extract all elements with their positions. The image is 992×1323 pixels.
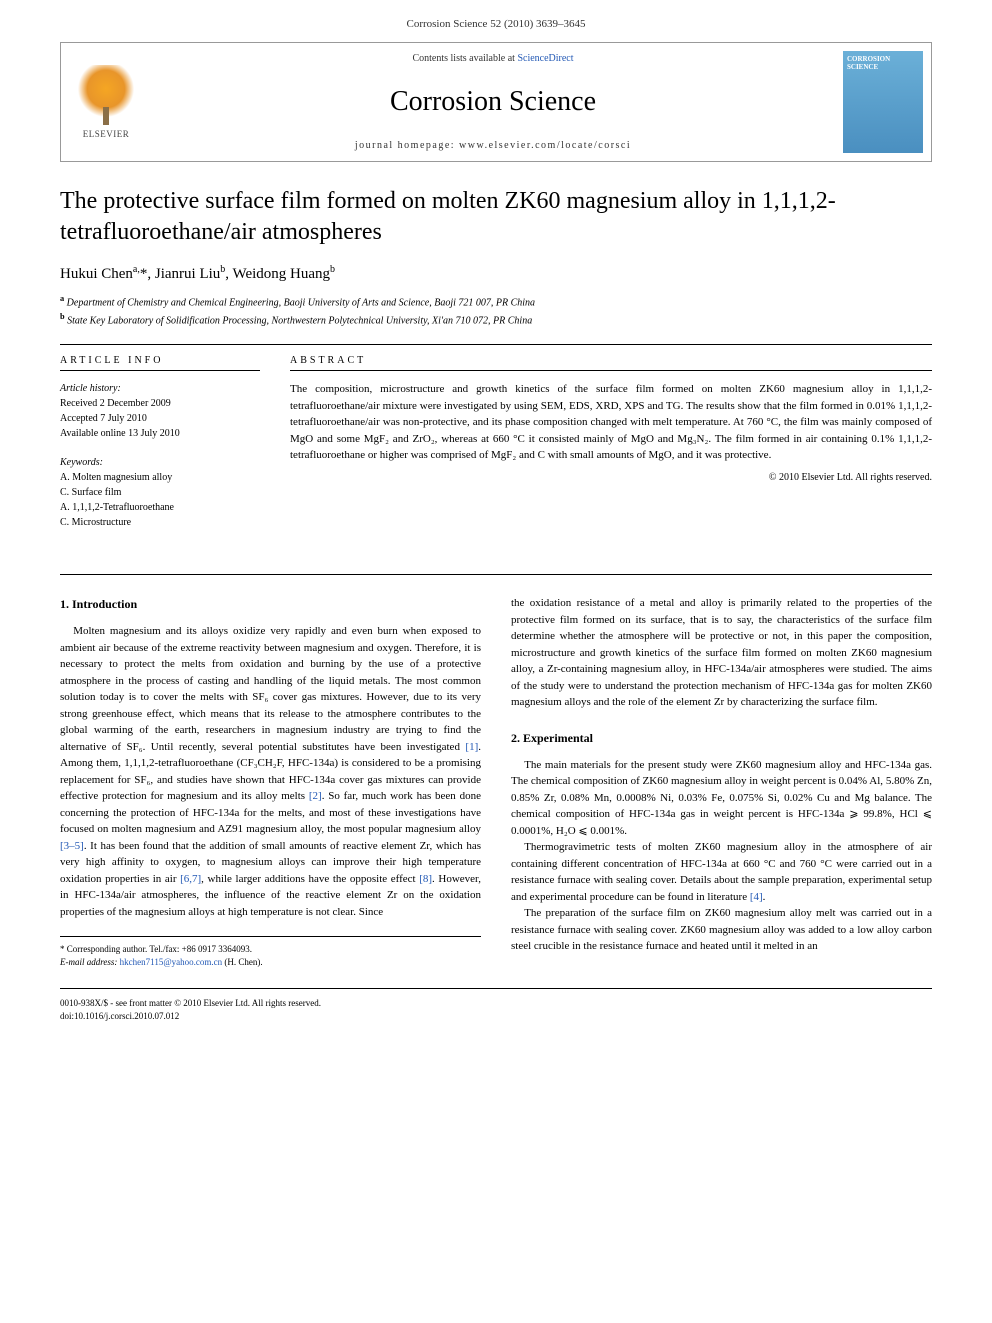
corr-email-after: (H. Chen). xyxy=(222,957,263,967)
journal-homepage: journal homepage: www.elsevier.com/locat… xyxy=(171,140,815,151)
ref-link[interactable]: [8] xyxy=(419,873,432,885)
ref-link[interactable]: [2] xyxy=(309,790,322,802)
ref-link[interactable]: [1] xyxy=(465,741,478,753)
journal-header-box: ELSEVIER Contents lists available at Sci… xyxy=(60,42,932,162)
citation-header: Corrosion Science 52 (2010) 3639–3645 xyxy=(0,0,992,42)
section-2-heading: 2. Experimental xyxy=(511,729,932,747)
contents-pre: Contents lists available at xyxy=(412,53,517,64)
body-paragraph: Thermogravimetric tests of molten ZK60 m… xyxy=(511,839,932,905)
affiliation-line: a Department of Chemistry and Chemical E… xyxy=(60,293,932,310)
body-paragraph: The main materials for the present study… xyxy=(511,757,932,840)
body-paragraph: the oxidation resistance of a metal and … xyxy=(511,595,932,711)
corr-line1: Corresponding author. Tel./fax: +86 0917… xyxy=(67,944,252,954)
body-paragraph: Molten magnesium and its alloys oxidize … xyxy=(60,623,481,920)
abstract-heading: ABSTRACT xyxy=(290,355,932,371)
article-info-column: ARTICLE INFO Article history: Received 2… xyxy=(60,355,260,544)
contents-line: Contents lists available at ScienceDirec… xyxy=(171,53,815,64)
keywords-label: Keywords: xyxy=(60,455,260,470)
sciencedirect-link[interactable]: ScienceDirect xyxy=(517,53,573,64)
footer-copyright: 0010-938X/$ - see front matter © 2010 El… xyxy=(60,997,932,1010)
keyword: A. Molten magnesium alloy xyxy=(60,470,260,485)
header-center: Contents lists available at ScienceDirec… xyxy=(151,43,835,161)
corresponding-author-footnote: * Corresponding author. Tel./fax: +86 09… xyxy=(60,936,481,968)
section-1-heading: 1. Introduction xyxy=(60,595,481,613)
ref-link[interactable]: [3–5] xyxy=(60,840,84,852)
keyword: C. Surface film xyxy=(60,485,260,500)
article-title: The protective surface film formed on mo… xyxy=(60,186,932,248)
ref-link[interactable]: [4] xyxy=(750,891,763,903)
ref-link[interactable]: [6,7] xyxy=(180,873,201,885)
authors-line: Hukui Chena,*, Jianrui Liub, Weidong Hua… xyxy=(60,264,932,283)
journal-cover-thumb: CORROSION SCIENCE xyxy=(843,51,923,153)
history-line: Received 2 December 2009 xyxy=(60,396,260,411)
page-footer: 0010-938X/$ - see front matter © 2010 El… xyxy=(60,988,932,1042)
abstract-copyright: © 2010 Elsevier Ltd. All rights reserved… xyxy=(290,472,932,483)
keyword: A. 1,1,1,2-Tetrafluoroethane xyxy=(60,500,260,515)
history-line: Available online 13 July 2010 xyxy=(60,426,260,441)
abstract-text: The composition, microstructure and grow… xyxy=(290,381,932,464)
keywords-block: Keywords: A. Molten magnesium alloy C. S… xyxy=(60,455,260,530)
body-columns: 1. Introduction Molten magnesium and its… xyxy=(60,574,932,968)
corr-star: * xyxy=(60,944,67,954)
article-info-heading: ARTICLE INFO xyxy=(60,355,260,371)
elsevier-label: ELSEVIER xyxy=(83,129,130,139)
body-paragraph: The preparation of the surface film on Z… xyxy=(511,905,932,955)
journal-name: Corrosion Science xyxy=(171,86,815,118)
corr-email-link[interactable]: hkchen7115@yahoo.com.cn xyxy=(120,957,222,967)
journal-cover-title: CORROSION SCIENCE xyxy=(843,51,923,75)
email-label: E-mail address: xyxy=(60,957,120,967)
keyword: C. Microstructure xyxy=(60,515,260,530)
affiliation-line: b State Key Laboratory of Solidification… xyxy=(60,311,932,328)
abstract-column: ABSTRACT The composition, microstructure… xyxy=(290,355,932,544)
article-history-block: Article history: Received 2 December 200… xyxy=(60,381,260,441)
affiliations: a Department of Chemistry and Chemical E… xyxy=(60,293,932,328)
history-label: Article history: xyxy=(60,381,260,396)
elsevier-tree-icon xyxy=(76,65,136,125)
elsevier-logo: ELSEVIER xyxy=(61,43,151,161)
footer-doi: doi:10.1016/j.corsci.2010.07.012 xyxy=(60,1010,932,1023)
history-line: Accepted 7 July 2010 xyxy=(60,411,260,426)
